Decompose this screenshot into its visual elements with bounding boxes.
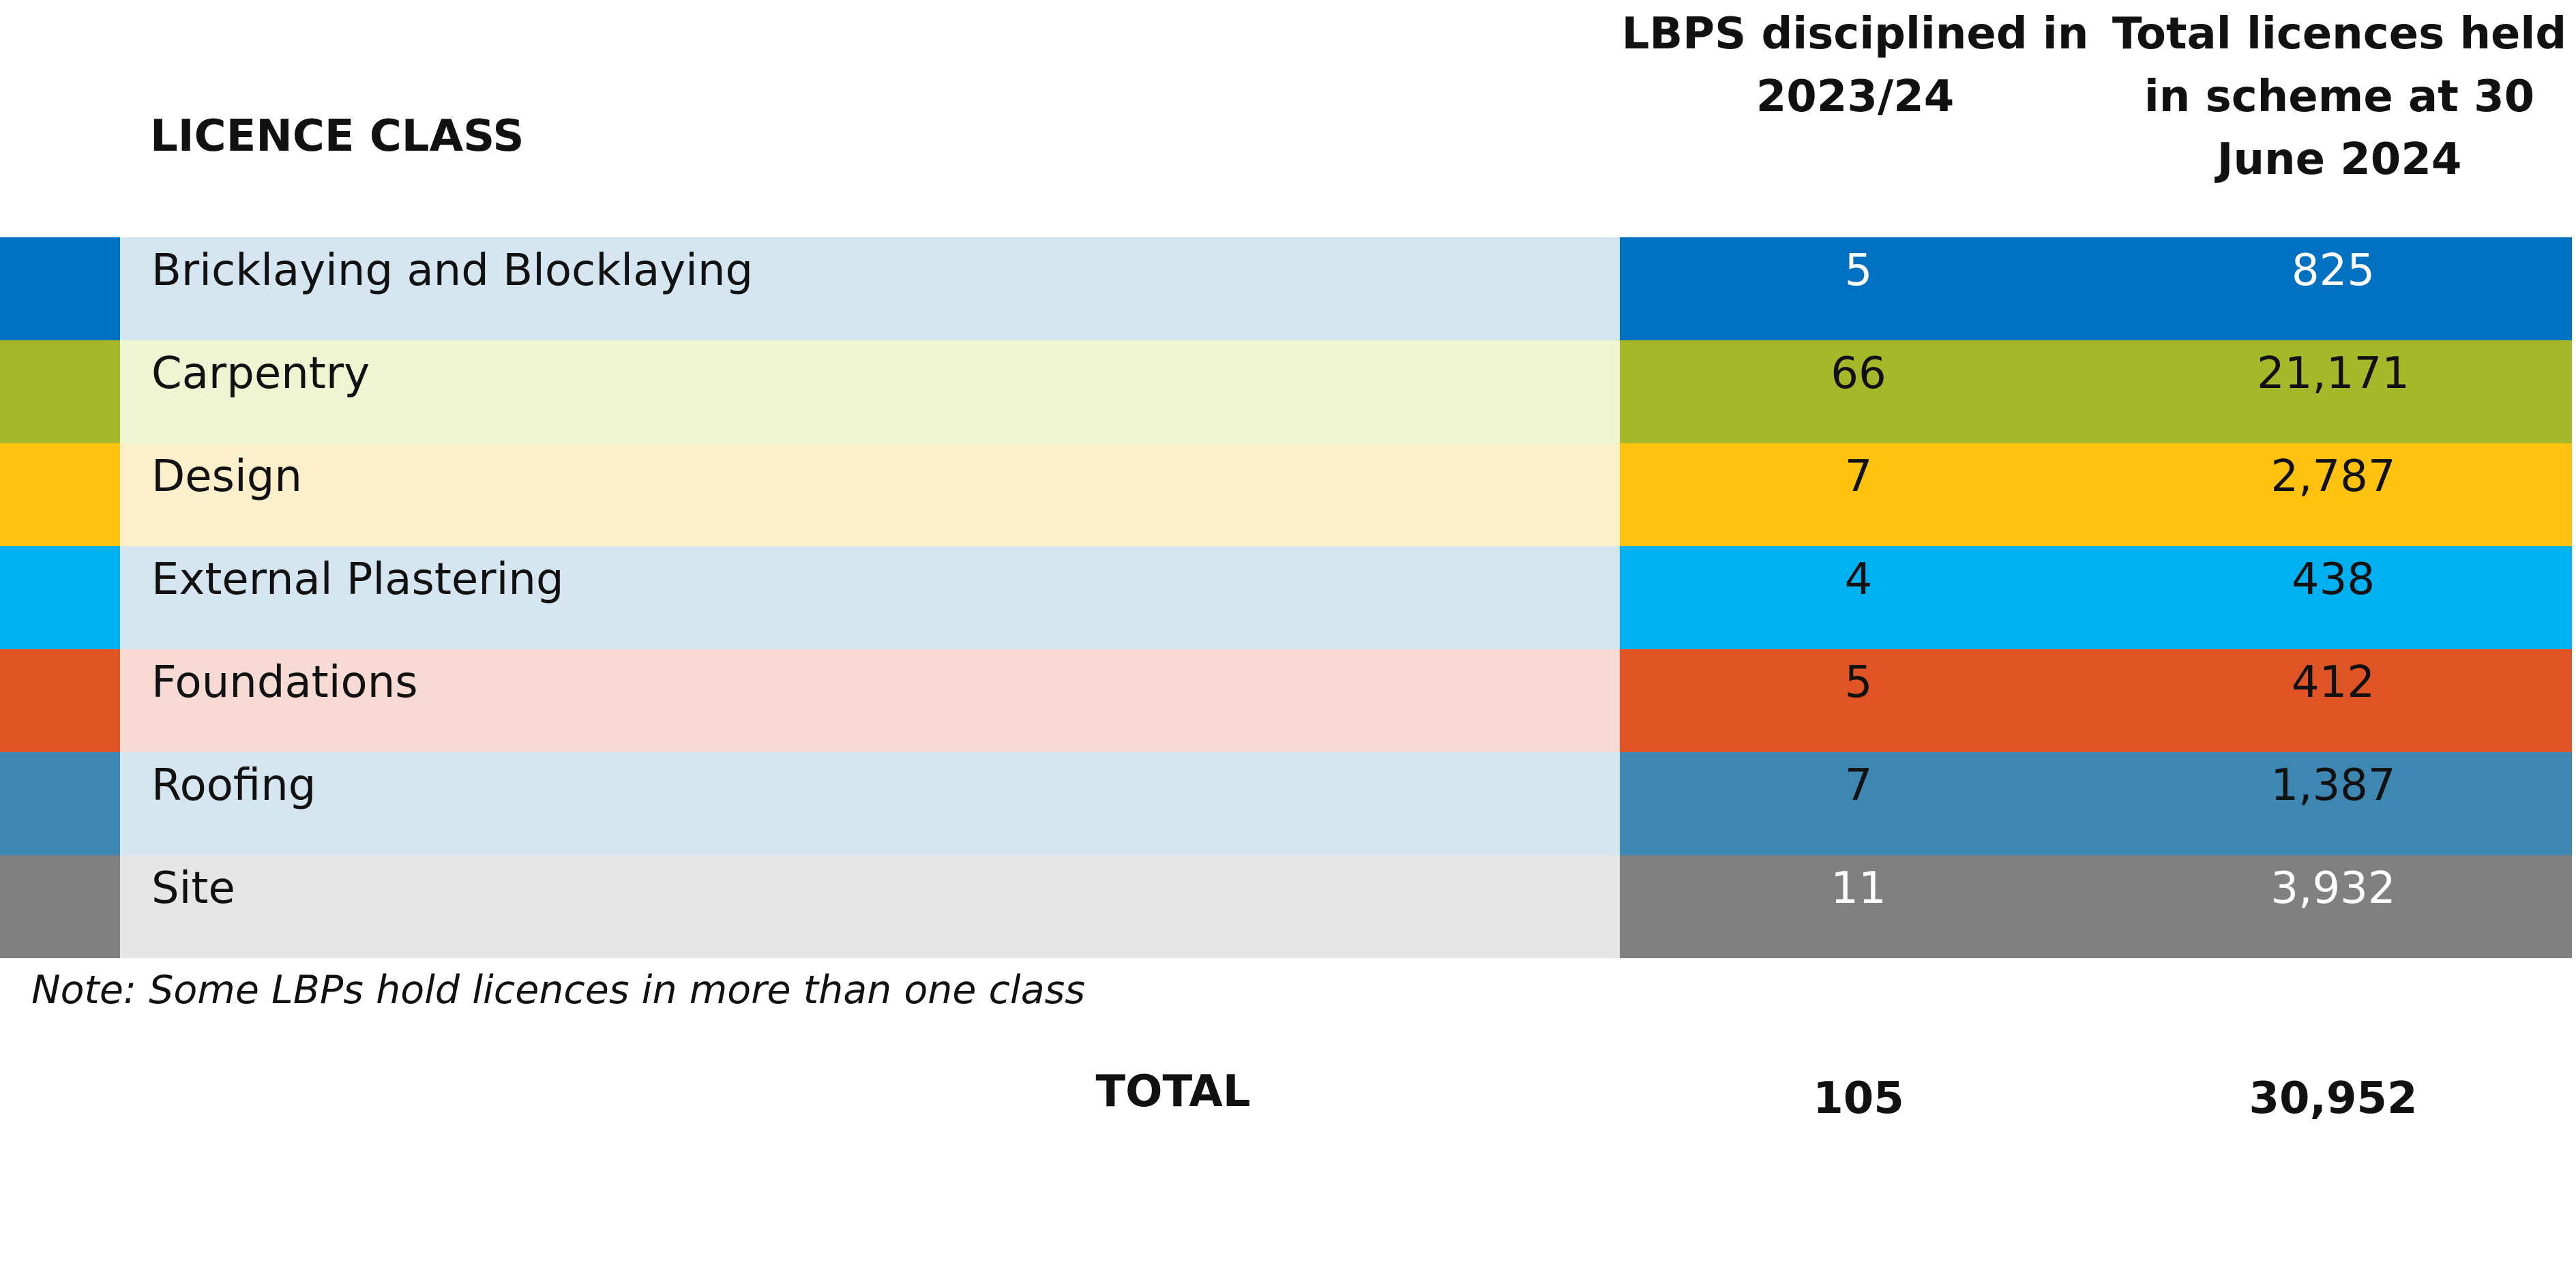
class-label: Bricklaying and Blocklaying — [151, 245, 754, 296]
value-cells: 5 412 — [1620, 649, 2572, 752]
table-row: Design 7 2,787 — [0, 443, 2576, 546]
disciplined-value: 11 — [1831, 863, 1886, 914]
class-label-cell: Site — [120, 855, 1620, 958]
class-label-cell: Bricklaying and Blocklaying — [120, 237, 1620, 340]
class-label: External Plastering — [151, 554, 564, 605]
licence-class-table-body: Bricklaying and Blocklaying 5 825 Carpen… — [0, 237, 2576, 958]
table-row: Foundations 5 412 — [0, 649, 2576, 752]
value-cells: 66 21,171 — [1620, 340, 2572, 443]
total-licences-value: 30,952 — [2249, 1073, 2418, 1124]
licences-value: 21,171 — [2257, 348, 2410, 399]
class-label: Roofing — [151, 760, 316, 811]
licences-value: 825 — [2291, 245, 2375, 296]
licences-column-heading: Total licences held in scheme at 30 June… — [2112, 9, 2567, 185]
disciplined-value: 7 — [1844, 451, 1873, 502]
disciplined-value: 7 — [1844, 760, 1873, 811]
class-label-cell: Design — [120, 443, 1620, 546]
table-row: Site 11 3,932 — [0, 855, 2576, 958]
class-label: Site — [151, 863, 235, 914]
class-label-cell: Foundations — [120, 649, 1620, 752]
class-label: Design — [151, 451, 302, 502]
class-color-swatch — [0, 855, 120, 958]
value-cells: 4 438 — [1620, 546, 2572, 649]
licence-class-heading: LICENCE CLASS — [150, 111, 524, 162]
table-row: Bricklaying and Blocklaying 5 825 — [0, 237, 2576, 340]
value-cells: 5 825 — [1620, 237, 2572, 340]
table-note: Note: Some LBPs hold licences in more th… — [31, 968, 1086, 1013]
total-label: TOTAL — [1095, 1067, 1251, 1117]
licences-value: 3,932 — [2270, 863, 2396, 914]
licences-value: 438 — [2291, 554, 2375, 605]
disciplined-column-heading: LBPS disciplined in 2023/24 — [1621, 9, 2089, 122]
class-color-swatch — [0, 649, 120, 752]
class-label-cell: External Plastering — [120, 546, 1620, 649]
value-cells: 7 1,387 — [1620, 752, 2572, 855]
table-header: LICENCE CLASS LBPS disciplined in 2023/2… — [0, 0, 2576, 237]
licences-value: 1,387 — [2270, 760, 2396, 811]
table-row: Roofing 7 1,387 — [0, 752, 2576, 855]
class-label-cell: Carpentry — [120, 340, 1620, 443]
value-cells: 11 3,932 — [1620, 855, 2572, 958]
disciplined-value: 5 — [1844, 245, 1873, 296]
class-color-swatch — [0, 443, 120, 546]
licences-value: 412 — [2291, 657, 2375, 708]
value-cells: 7 2,787 — [1620, 443, 2572, 546]
class-label: Carpentry — [151, 348, 370, 399]
disciplined-value: 4 — [1844, 554, 1873, 605]
total-disciplined-value: 105 — [1813, 1073, 1904, 1124]
class-label: Foundations — [151, 657, 418, 708]
class-color-swatch — [0, 340, 120, 443]
class-color-swatch — [0, 546, 120, 649]
disciplined-value: 5 — [1844, 657, 1873, 708]
table-row: External Plastering 4 438 — [0, 546, 2576, 649]
disciplined-value: 66 — [1831, 348, 1886, 399]
licences-value: 2,787 — [2270, 451, 2396, 502]
class-color-swatch — [0, 237, 120, 340]
class-color-swatch — [0, 752, 120, 855]
table-row: Carpentry 66 21,171 — [0, 340, 2576, 443]
class-label-cell: Roofing — [120, 752, 1620, 855]
